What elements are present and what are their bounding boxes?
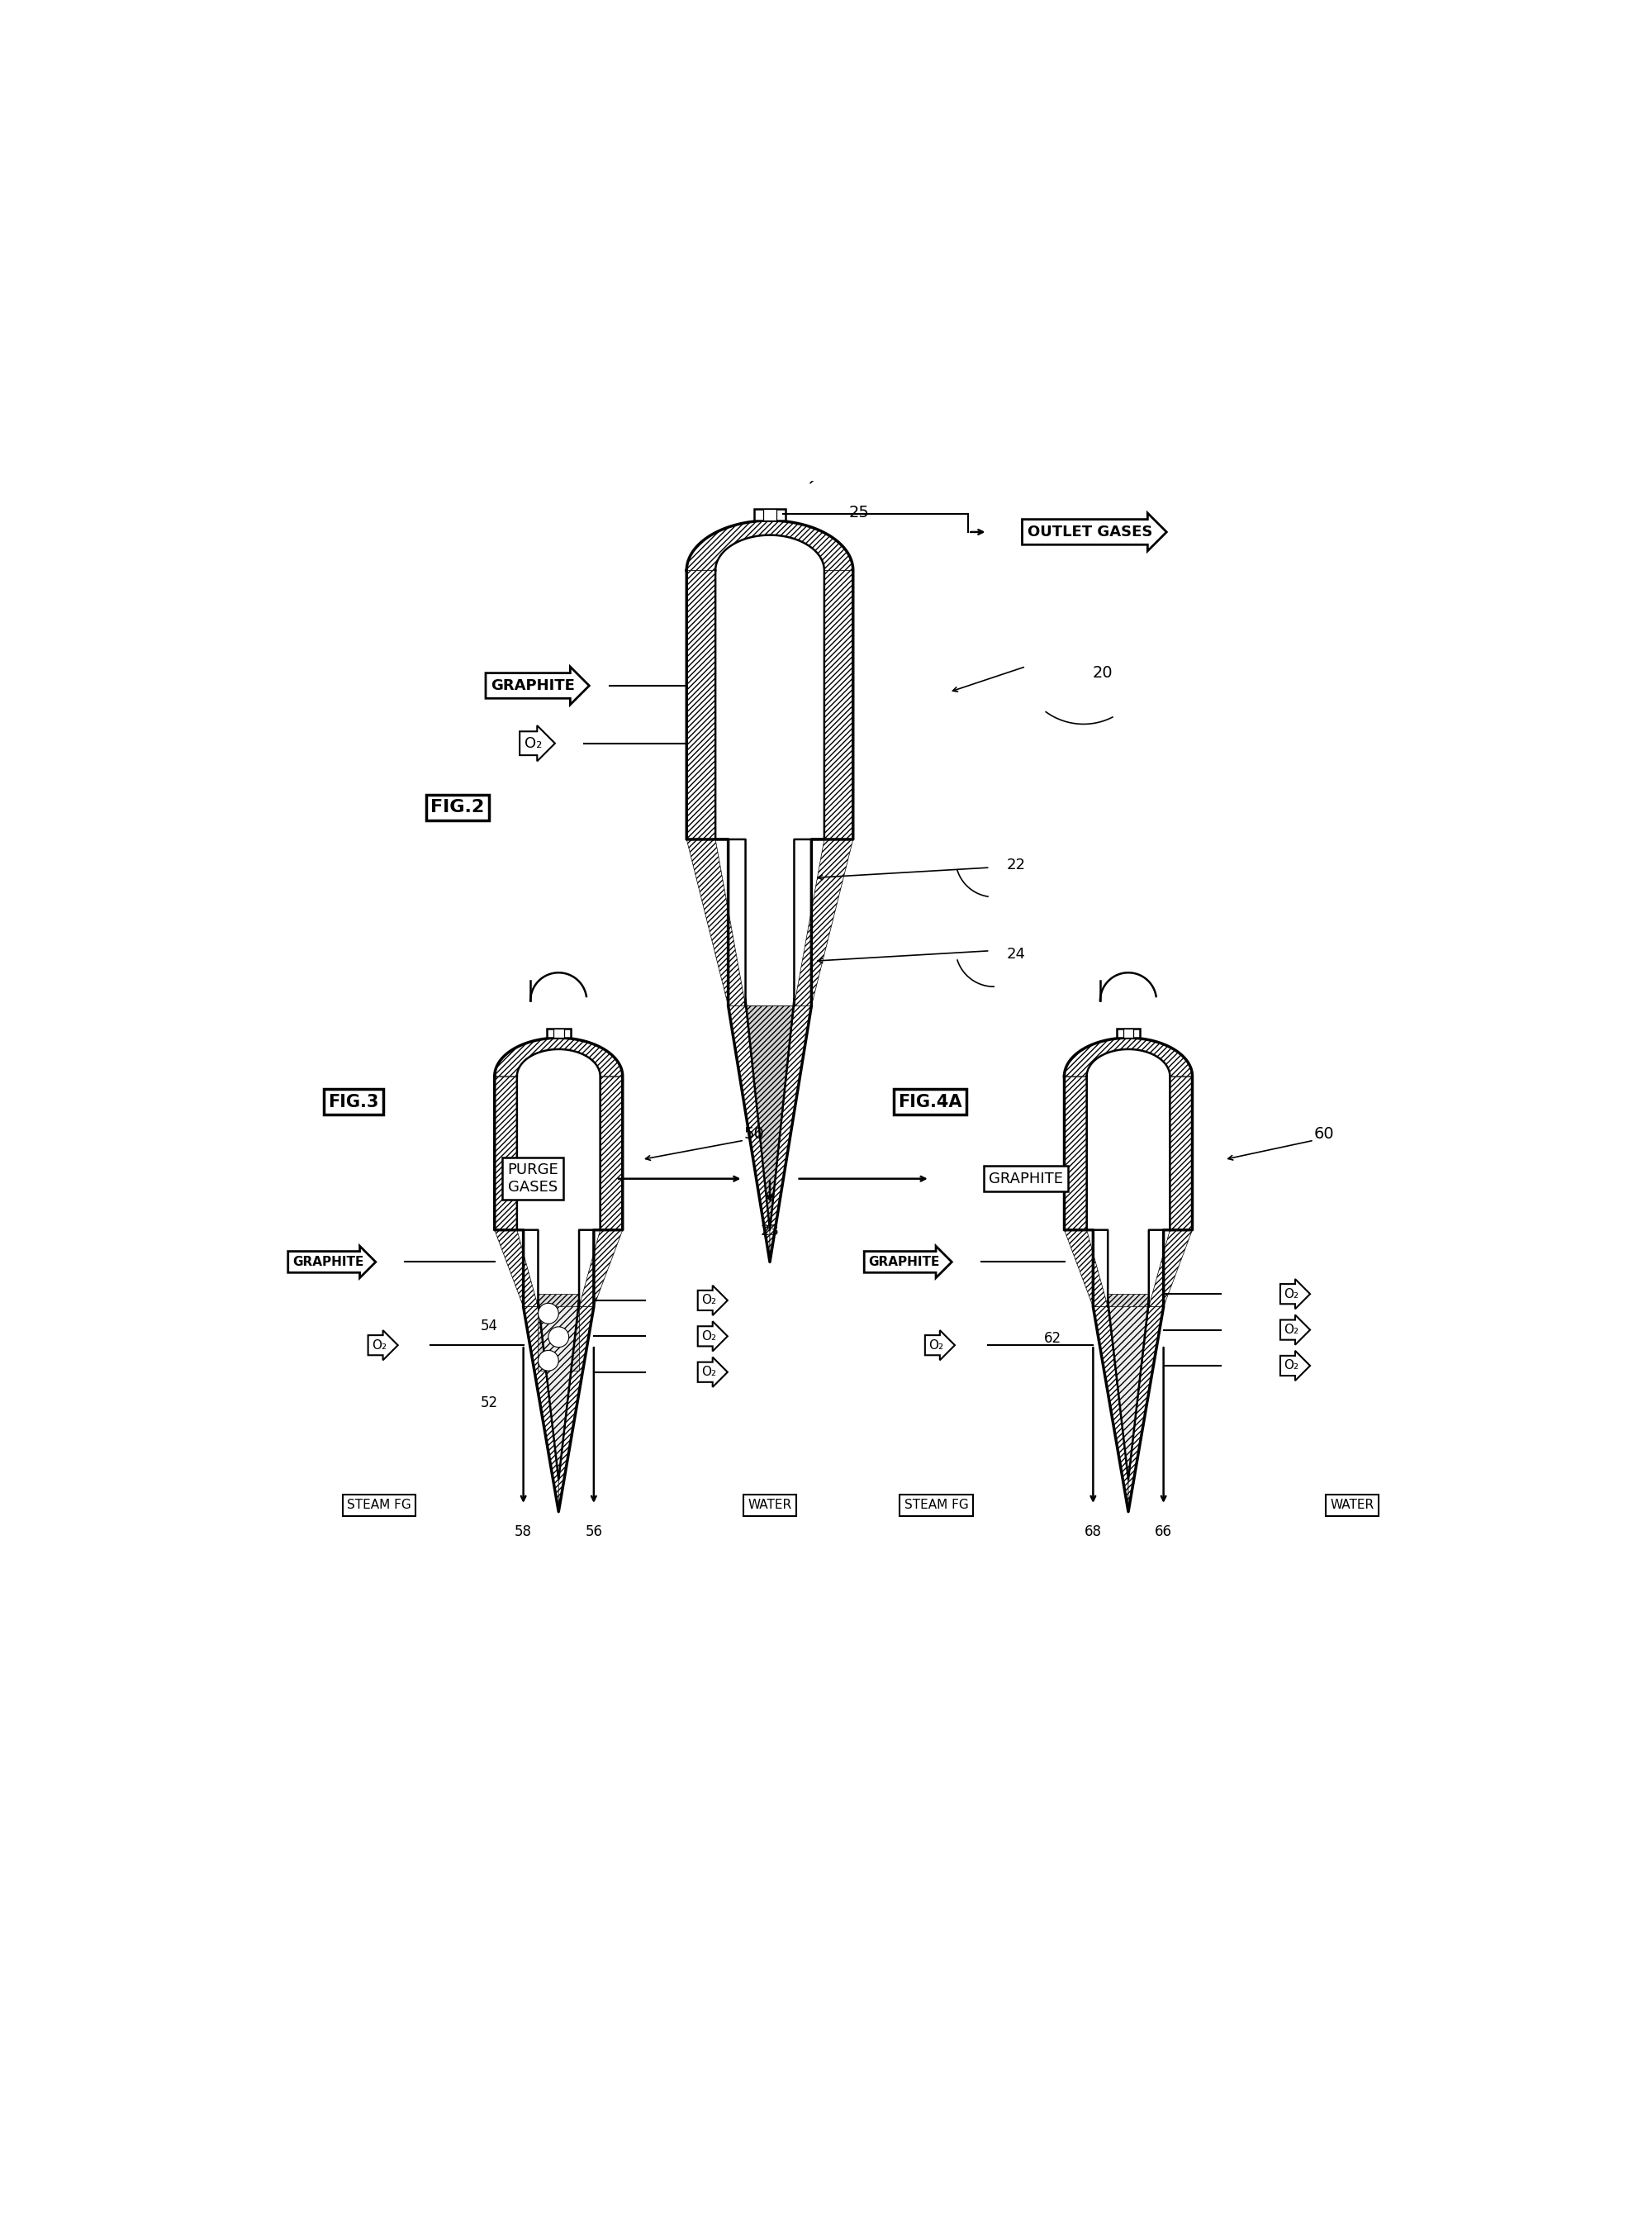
Polygon shape xyxy=(687,839,745,1006)
Polygon shape xyxy=(1108,1294,1148,1308)
Circle shape xyxy=(548,1328,568,1348)
Text: PURGE
GASES: PURGE GASES xyxy=(507,1163,558,1194)
Text: O₂: O₂ xyxy=(928,1339,943,1352)
Circle shape xyxy=(539,1303,558,1323)
Text: 22: 22 xyxy=(1006,857,1026,872)
Polygon shape xyxy=(770,1006,811,1261)
Polygon shape xyxy=(729,1006,770,1261)
Text: STEAM FG: STEAM FG xyxy=(347,1499,411,1512)
Polygon shape xyxy=(1064,1039,1193,1077)
Polygon shape xyxy=(1170,1077,1193,1230)
Bar xyxy=(755,508,785,519)
Polygon shape xyxy=(795,839,852,1006)
Polygon shape xyxy=(600,1077,623,1230)
Text: FIG.4A: FIG.4A xyxy=(899,1094,961,1110)
Bar xyxy=(553,1030,563,1039)
Text: O₂: O₂ xyxy=(702,1365,717,1379)
Text: 24: 24 xyxy=(1006,948,1026,961)
Bar xyxy=(547,1030,570,1039)
Text: STEAM FG: STEAM FG xyxy=(904,1499,968,1512)
Polygon shape xyxy=(494,1039,623,1077)
Text: 20: 20 xyxy=(1092,666,1113,682)
Polygon shape xyxy=(745,1006,795,1230)
Text: O₂: O₂ xyxy=(524,735,542,750)
Text: GRAPHITE: GRAPHITE xyxy=(988,1172,1064,1185)
Polygon shape xyxy=(1064,1230,1108,1308)
Polygon shape xyxy=(1108,1308,1148,1481)
Text: 23: 23 xyxy=(760,1223,780,1239)
Polygon shape xyxy=(539,1308,580,1481)
Polygon shape xyxy=(824,571,852,839)
Text: FIG.3: FIG.3 xyxy=(329,1094,378,1110)
Text: 58: 58 xyxy=(515,1525,532,1538)
Text: GRAPHITE: GRAPHITE xyxy=(292,1257,363,1268)
Polygon shape xyxy=(558,1308,593,1512)
Text: O₂: O₂ xyxy=(1284,1323,1298,1336)
Text: 52: 52 xyxy=(481,1396,497,1410)
Polygon shape xyxy=(494,1077,517,1230)
Text: 60: 60 xyxy=(1313,1126,1335,1141)
Text: WATER: WATER xyxy=(1330,1499,1374,1512)
Text: OUTLET GASES: OUTLET GASES xyxy=(1028,524,1153,539)
Text: GRAPHITE: GRAPHITE xyxy=(869,1257,940,1268)
Text: O₂: O₂ xyxy=(1284,1359,1298,1372)
Polygon shape xyxy=(687,519,852,571)
Polygon shape xyxy=(687,571,715,839)
Text: 62: 62 xyxy=(1044,1332,1061,1345)
Text: WATER: WATER xyxy=(748,1499,791,1512)
Text: 50: 50 xyxy=(743,1126,765,1141)
Polygon shape xyxy=(1128,1308,1163,1512)
Text: FIG.2: FIG.2 xyxy=(431,799,484,815)
Circle shape xyxy=(539,1350,558,1370)
Text: 68: 68 xyxy=(1084,1525,1102,1538)
Polygon shape xyxy=(580,1230,623,1308)
Polygon shape xyxy=(1094,1308,1128,1512)
Text: O₂: O₂ xyxy=(702,1294,717,1308)
Text: O₂: O₂ xyxy=(1284,1288,1298,1301)
Polygon shape xyxy=(539,1294,580,1370)
Bar xyxy=(1117,1030,1140,1039)
Polygon shape xyxy=(494,1230,539,1308)
Text: GRAPHITE: GRAPHITE xyxy=(491,679,575,693)
Polygon shape xyxy=(1064,1077,1087,1230)
Text: O₂: O₂ xyxy=(702,1330,717,1343)
Text: 25: 25 xyxy=(849,504,869,522)
Polygon shape xyxy=(524,1308,558,1512)
Text: 66: 66 xyxy=(1155,1525,1173,1538)
Polygon shape xyxy=(1148,1230,1193,1308)
Text: 54: 54 xyxy=(481,1319,497,1334)
Text: O₂: O₂ xyxy=(372,1339,387,1352)
Bar xyxy=(763,508,776,519)
Bar xyxy=(1123,1030,1133,1039)
Text: 56: 56 xyxy=(585,1525,603,1538)
